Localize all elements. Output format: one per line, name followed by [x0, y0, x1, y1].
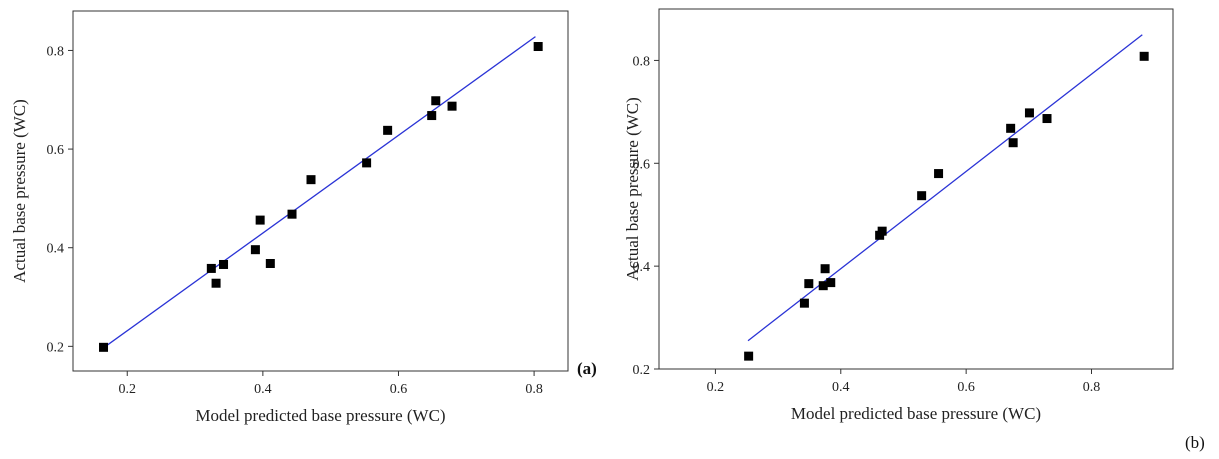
data-point	[1042, 114, 1052, 124]
y-tick-label: 0.8	[47, 44, 65, 59]
x-tick-label: 0.8	[1083, 380, 1101, 395]
data-point	[265, 258, 275, 268]
chart-panel-a: 0.2 0.4 0.6 0.8 0.2 0.4 0.6 0.8 Model predicted …	[0, 0, 597, 459]
data-point	[799, 298, 809, 308]
y-tick-label: 0.2	[47, 340, 65, 355]
data-point	[427, 111, 437, 121]
data-point	[877, 226, 887, 236]
data-point	[99, 342, 109, 352]
y-axis-title: Actual base pressure (WC)	[623, 97, 642, 281]
data-point	[744, 351, 754, 361]
y-tick-label: 0.4	[633, 260, 651, 275]
data-point	[431, 96, 441, 106]
plot-frame	[72, 10, 569, 372]
y-tick-label: 0.4	[47, 242, 65, 257]
data-point	[362, 158, 372, 168]
data-point	[250, 245, 260, 255]
data-point	[934, 169, 944, 179]
scatter-chart-b: 0.2 0.4 0.6 0.8 0.2 0.4 0.6 0.8 Model predicted …	[623, 8, 1205, 452]
fit-line	[103, 36, 536, 349]
data-point	[820, 264, 830, 274]
data-point	[206, 263, 216, 273]
x-tick-label: 0.6	[390, 382, 408, 397]
data-point	[917, 191, 927, 201]
data-point	[255, 215, 265, 225]
data-point	[447, 101, 457, 111]
x-tick-label: 0.6	[957, 380, 975, 395]
data-point	[1006, 123, 1016, 133]
chart-panel-b: 0.2 0.4 0.6 0.8 0.2 0.4 0.6 0.8 Model predicted …	[605, 0, 1219, 459]
data-point	[219, 259, 229, 269]
x-tick-label: 0.2	[707, 380, 725, 395]
y-tick-label: 0.6	[47, 143, 65, 158]
data-point	[1008, 138, 1018, 148]
data-point	[383, 125, 393, 135]
x-axis-title: Model predicted base pressure (WC)	[791, 404, 1041, 423]
y-axis-title: Actual base pressure (WC)	[10, 99, 29, 283]
data-point	[818, 281, 828, 291]
y-tick-label: 0.2	[633, 363, 651, 378]
data-point	[1139, 51, 1149, 61]
data-point	[1024, 108, 1034, 118]
x-axis-title: Model predicted base pressure (WC)	[195, 406, 445, 425]
x-tick-label: 0.4	[832, 380, 850, 395]
data-point	[826, 278, 836, 288]
panel-label: (a)	[577, 359, 597, 378]
data-point	[287, 209, 297, 219]
data-point	[533, 42, 543, 52]
y-tick-label: 0.8	[633, 54, 651, 69]
scatter-chart-a: 0.2 0.4 0.6 0.8 0.2 0.4 0.6 0.8 Model predicted …	[10, 10, 597, 425]
data-point	[306, 175, 316, 185]
plot-frame	[658, 8, 1174, 370]
x-tick-label: 0.8	[525, 382, 543, 397]
x-tick-label: 0.2	[118, 382, 136, 397]
fit-line	[747, 34, 1143, 342]
panel-label: (b)	[1185, 433, 1205, 452]
data-point	[804, 279, 814, 289]
x-tick-label: 0.4	[254, 382, 272, 397]
y-tick-label: 0.6	[633, 157, 651, 172]
data-point	[211, 278, 221, 288]
